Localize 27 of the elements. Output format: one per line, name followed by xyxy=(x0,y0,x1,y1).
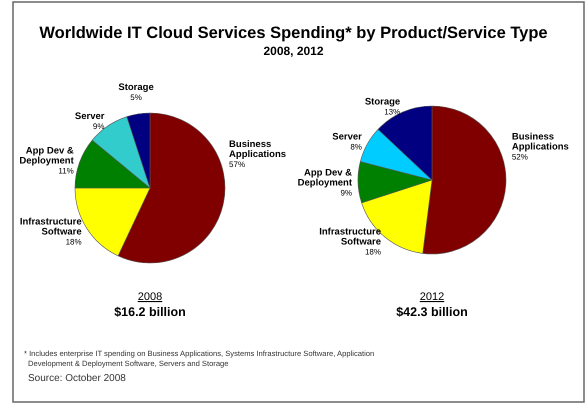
slice-label: Business Applications xyxy=(229,138,286,160)
source-note: Source: October 2008 xyxy=(28,373,126,384)
slice-label: Infrastructure Software xyxy=(319,226,382,248)
data-label: 18% xyxy=(66,237,82,246)
slice-label: App Dev & Deployment xyxy=(298,168,353,189)
data-label: 9% xyxy=(340,188,352,198)
data-label: 52% xyxy=(512,152,528,162)
data-label: 9% xyxy=(92,122,104,132)
text: 2008, 2012 xyxy=(263,44,324,58)
text: 2012 xyxy=(420,291,444,303)
data-label: 57% xyxy=(229,160,246,169)
data-label: 13% xyxy=(384,108,400,117)
slice-label: Business Applications xyxy=(512,131,569,152)
slice-label: Infrastructure Software xyxy=(20,216,82,238)
slice-label: Server xyxy=(332,131,362,142)
data-label: 5% xyxy=(130,93,142,102)
data-label: 11% xyxy=(58,166,74,176)
slice-label: Storage xyxy=(118,82,154,94)
text: $16.2 billion xyxy=(114,305,186,319)
text: $42.3 billion xyxy=(396,305,468,319)
slice-label: Storage xyxy=(364,96,400,108)
data-label: 18% xyxy=(364,248,382,257)
text: 2008 xyxy=(138,291,162,303)
data-label: 8% xyxy=(350,142,362,152)
slice-label: Server xyxy=(74,111,105,122)
text: Worldwide IT Cloud Services Spending* by Product/Service Type xyxy=(39,24,548,42)
slice-label: App Dev & Deployment xyxy=(19,146,75,167)
